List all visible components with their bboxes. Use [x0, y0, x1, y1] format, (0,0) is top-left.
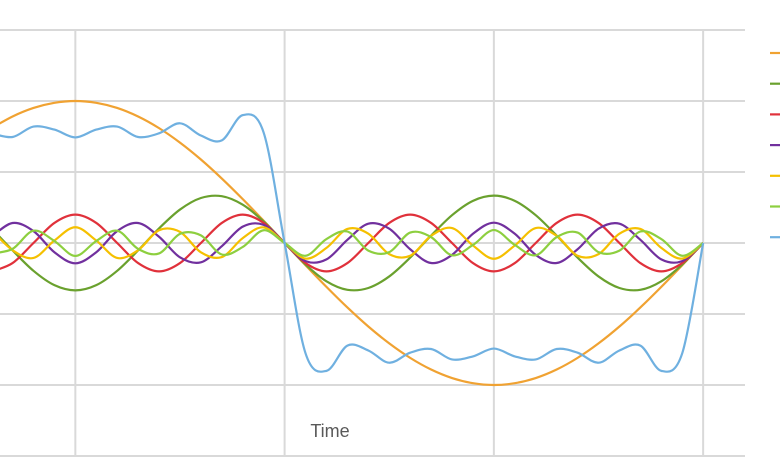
series-line	[0, 99, 704, 387]
series-line	[0, 113, 705, 373]
x-axis-label: Time	[310, 421, 349, 441]
series-line	[0, 228, 704, 258]
series-line	[0, 226, 704, 260]
legend	[770, 51, 780, 239]
grid	[0, 29, 745, 457]
series-line	[0, 194, 704, 292]
series-line	[0, 221, 704, 265]
plot-area	[0, 99, 705, 387]
